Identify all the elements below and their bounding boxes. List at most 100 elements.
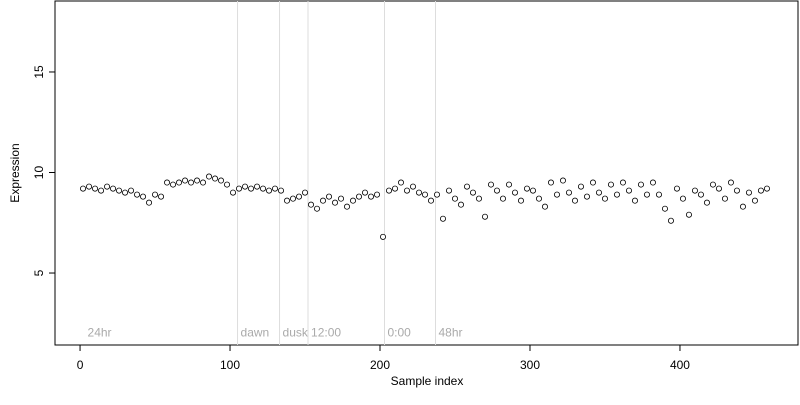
x-axis-label: Sample index xyxy=(391,374,464,388)
data-point xyxy=(80,185,87,192)
y-tick-label: 15 xyxy=(32,65,46,79)
data-point xyxy=(547,179,554,186)
annotation: 48hr xyxy=(438,326,462,340)
data-point xyxy=(469,189,476,196)
data-point xyxy=(691,187,698,194)
data-point xyxy=(230,189,237,196)
data-point xyxy=(445,187,452,194)
data-point xyxy=(260,185,267,192)
data-point xyxy=(248,185,255,192)
data-point xyxy=(655,191,662,198)
data-point xyxy=(553,191,560,198)
data-point xyxy=(170,181,177,188)
data-point xyxy=(92,185,99,192)
data-point xyxy=(523,185,530,192)
data-point xyxy=(422,191,429,198)
data-point xyxy=(703,199,710,206)
data-point xyxy=(200,179,207,186)
x-tick-label: 0 xyxy=(77,358,84,372)
data-point xyxy=(649,179,656,186)
data-point xyxy=(511,189,518,196)
data-point xyxy=(386,187,393,194)
data-point xyxy=(673,185,680,192)
data-point xyxy=(559,177,566,184)
data-point xyxy=(607,181,614,188)
data-point xyxy=(242,183,249,190)
data-point xyxy=(541,203,548,210)
data-point xyxy=(427,197,434,204)
annotation: 0:00 xyxy=(388,326,412,340)
data-point xyxy=(110,185,117,192)
data-point xyxy=(296,193,303,200)
data-point xyxy=(254,183,261,190)
data-point xyxy=(302,189,309,196)
data-point xyxy=(679,195,686,202)
annotation: 24hr xyxy=(88,326,112,340)
x-tick-label: 400 xyxy=(670,358,690,372)
data-point xyxy=(392,185,399,192)
data-point xyxy=(86,183,93,190)
data-point xyxy=(661,205,668,212)
data-point xyxy=(164,179,171,186)
data-point xyxy=(745,189,752,196)
data-point xyxy=(583,193,590,200)
data-point xyxy=(350,197,357,204)
data-point xyxy=(194,177,201,184)
data-point xyxy=(727,179,734,186)
data-point xyxy=(463,183,470,190)
y-axis-label: Expression xyxy=(8,143,22,202)
data-point xyxy=(314,205,321,212)
data-point xyxy=(601,195,608,202)
plot-frame xyxy=(54,0,799,346)
data-point xyxy=(134,191,141,198)
data-point xyxy=(278,187,285,194)
annotation: 12:00 xyxy=(311,326,341,340)
data-point xyxy=(493,187,500,194)
data-point xyxy=(344,203,351,210)
data-point xyxy=(715,185,722,192)
data-point xyxy=(158,193,165,200)
data-point xyxy=(499,195,506,202)
data-point xyxy=(146,199,153,206)
data-point xyxy=(218,177,225,184)
data-point xyxy=(380,233,387,240)
data-point xyxy=(140,193,147,200)
data-point xyxy=(619,179,626,186)
data-point xyxy=(487,181,494,188)
data-point xyxy=(433,191,440,198)
data-point xyxy=(529,187,536,194)
data-point xyxy=(212,175,219,182)
data-point xyxy=(577,183,584,190)
data-point xyxy=(128,187,135,194)
data-point xyxy=(122,189,129,196)
data-point xyxy=(709,181,716,188)
data-point xyxy=(589,179,596,186)
data-point xyxy=(721,195,728,202)
data-point xyxy=(266,187,273,194)
data-point xyxy=(332,199,339,206)
data-point xyxy=(182,177,189,184)
data-point xyxy=(320,197,327,204)
data-point xyxy=(116,187,123,194)
data-point xyxy=(451,195,458,202)
data-point xyxy=(481,213,488,220)
x-tick-label: 100 xyxy=(220,358,240,372)
data-point xyxy=(751,197,758,204)
data-point xyxy=(152,191,159,198)
data-point xyxy=(739,203,746,210)
data-point xyxy=(637,181,644,188)
data-point xyxy=(338,195,345,202)
data-point xyxy=(733,187,740,194)
data-point xyxy=(505,181,512,188)
data-point xyxy=(236,185,243,192)
data-point xyxy=(535,195,542,202)
data-point xyxy=(631,197,638,204)
data-point xyxy=(643,191,650,198)
data-point xyxy=(398,179,405,186)
data-point xyxy=(757,187,764,194)
data-point xyxy=(439,215,446,222)
y-tick-label: 5 xyxy=(32,269,46,276)
data-point xyxy=(457,201,464,208)
